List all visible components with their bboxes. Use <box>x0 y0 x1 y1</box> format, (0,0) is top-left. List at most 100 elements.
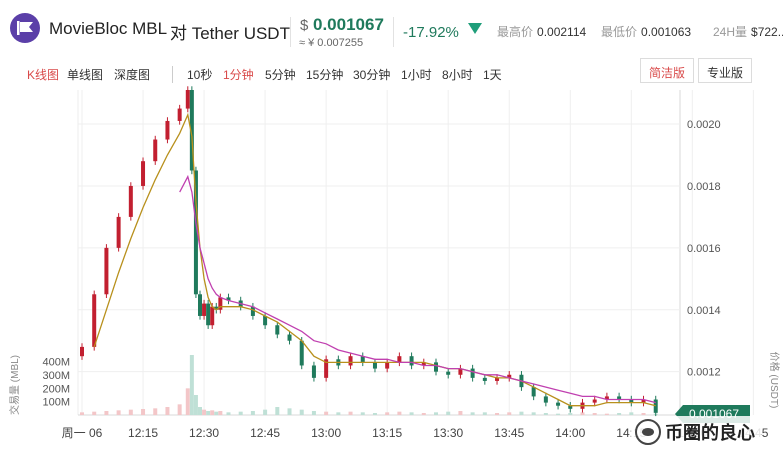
volume-bar <box>446 411 451 415</box>
watermark-text: 币圈的良心 <box>665 423 755 443</box>
candle-body <box>556 402 561 406</box>
volume-bar <box>604 413 609 415</box>
simple-mode-button[interactable]: 简洁版 <box>640 58 695 83</box>
candle-body <box>92 294 97 347</box>
candle-body <box>604 396 609 400</box>
volume-bar <box>92 411 97 415</box>
candle-body <box>214 306 219 310</box>
price-tick-label: 0.0014 <box>687 305 721 317</box>
volume-bar <box>193 395 198 415</box>
candle-body <box>434 362 438 372</box>
volume-bar <box>165 407 170 415</box>
volume-bar <box>336 412 341 415</box>
volume-bar <box>80 412 84 415</box>
price-change: -17.92% <box>403 24 459 41</box>
pro-mode-button[interactable]: 专业版 <box>698 58 753 83</box>
interval-1m[interactable]: 1分钟 <box>223 68 254 82</box>
candle-body <box>128 185 133 217</box>
candle-body <box>153 139 158 162</box>
volume-bar <box>206 411 211 415</box>
candle-body <box>470 368 475 378</box>
volume-bar <box>421 413 426 415</box>
candle-body <box>185 90 190 109</box>
low-label: 最低价 <box>601 25 638 39</box>
volume-value: $722... <box>751 25 783 39</box>
candle-body <box>495 377 500 381</box>
watermark: 币圈的良心 <box>631 416 761 448</box>
toolbar-divider <box>172 66 173 83</box>
ticker-header: MovieBloc MBL 对 Tether USDT $ 0.001067 ≈… <box>0 0 783 56</box>
candle-body <box>617 396 622 400</box>
interval-1h[interactable]: 1小时 <box>401 68 432 82</box>
volume-bar <box>568 413 573 415</box>
last-price: 0.001067 <box>313 15 384 34</box>
candle-body <box>226 297 231 301</box>
volume-bar <box>238 411 243 415</box>
volume-bar <box>482 412 487 415</box>
tab-line-chart[interactable]: 单线图 <box>67 68 104 82</box>
candle-body <box>348 356 353 366</box>
interval-5m[interactable]: 5分钟 <box>265 68 296 82</box>
interval-10s[interactable]: 10秒 <box>187 68 213 82</box>
volume-bar <box>202 409 207 415</box>
tab-kline[interactable]: K线图 <box>27 68 60 82</box>
price-cny: ≈ ¥ 0.007255 <box>299 37 364 49</box>
down-arrow-icon <box>468 23 482 34</box>
candle-body <box>116 216 121 248</box>
candle-body <box>189 90 194 171</box>
volume-bar <box>592 413 597 415</box>
candle-body <box>360 356 365 363</box>
price-axis-title: 价格 (USDT) <box>768 352 781 409</box>
candle-body <box>592 399 597 403</box>
time-tick-label: 12:45 <box>250 426 280 440</box>
low-stat: 最低价 0.001063 <box>601 23 691 40</box>
time-tick-label: 13:15 <box>372 426 402 440</box>
divider <box>290 17 291 47</box>
volume-bar <box>470 412 475 415</box>
chart-toolbar: K线图 单线图 深度图 10秒 1分钟 5分钟 15分钟 30分钟 1小时 8小… <box>0 56 783 90</box>
volume-bar <box>556 413 561 415</box>
volume-bar <box>617 413 622 415</box>
candle-body <box>531 387 536 397</box>
price-tick-label: 0.0020 <box>687 119 721 131</box>
price-tick-label: 0.0018 <box>687 181 721 193</box>
volume-bar <box>128 409 133 415</box>
volume-bar <box>299 409 304 415</box>
volume-bar <box>495 413 500 415</box>
candle-body <box>206 303 211 326</box>
volume-tick-label: 100M <box>42 397 70 409</box>
candle-body <box>458 368 463 375</box>
volume-bar <box>397 411 402 415</box>
candle-body <box>507 374 512 378</box>
volume-bar <box>372 413 377 415</box>
volume-tick-label: 400M <box>42 357 70 369</box>
time-tick-label: 12:15 <box>128 426 158 440</box>
candle-body <box>218 297 223 310</box>
price-tick-label: 0.0012 <box>687 367 721 379</box>
time-tick-label: 13:30 <box>433 426 463 440</box>
candle-body <box>177 108 182 121</box>
tab-depth-chart[interactable]: 深度图 <box>114 68 151 82</box>
candle-body <box>299 340 304 366</box>
ma-long-line <box>179 174 656 404</box>
pair-name: MovieBloc MBL <box>49 19 168 38</box>
low-value: 0.001063 <box>641 25 692 39</box>
volume-bar <box>226 412 231 415</box>
interval-1d[interactable]: 1天 <box>483 68 502 82</box>
volume-bar <box>641 413 646 415</box>
candle-body <box>385 362 390 369</box>
interval-8h[interactable]: 8小时 <box>442 68 473 82</box>
volume-bar <box>185 388 190 415</box>
volume-bar <box>348 411 353 415</box>
volume-bar <box>531 412 536 415</box>
interval-15m[interactable]: 15分钟 <box>306 68 344 82</box>
time-tick-label: 14:00 <box>555 426 585 440</box>
candle-body <box>446 371 451 375</box>
volume-stat: 24H量$722... <box>713 23 783 40</box>
volume-bar <box>519 411 524 415</box>
interval-30m[interactable]: 30分钟 <box>353 68 391 82</box>
high-label: 最高价 <box>497 25 534 39</box>
volume-bar <box>580 412 585 415</box>
moviebloc-logo <box>10 13 40 43</box>
